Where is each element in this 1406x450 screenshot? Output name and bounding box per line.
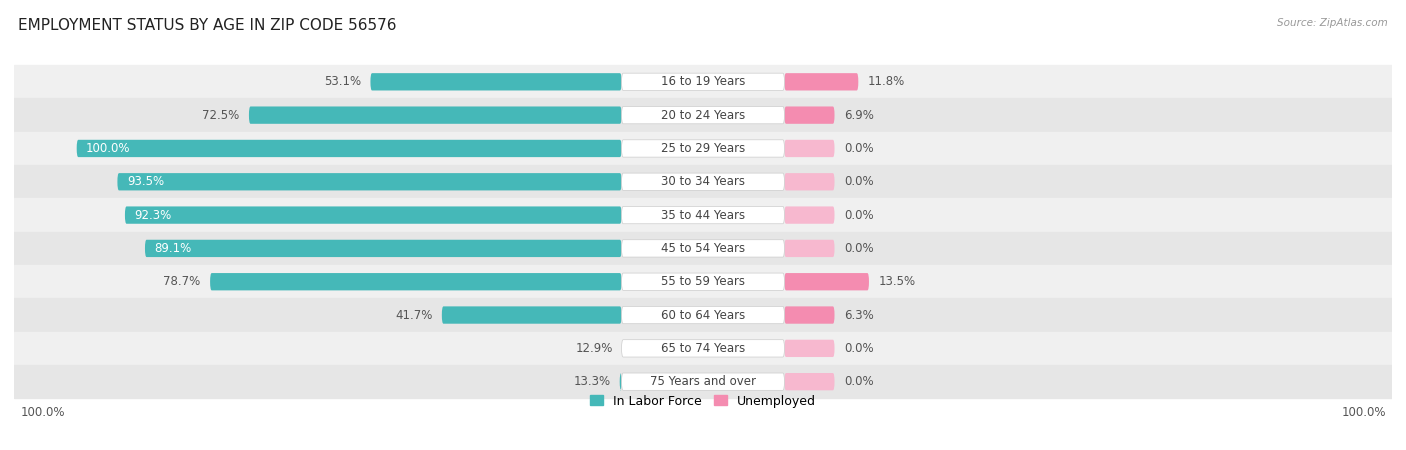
Text: 20 to 24 Years: 20 to 24 Years	[661, 108, 745, 122]
FancyBboxPatch shape	[621, 140, 785, 157]
Text: 0.0%: 0.0%	[844, 375, 873, 388]
Text: 0.0%: 0.0%	[844, 142, 873, 155]
Text: 30 to 34 Years: 30 to 34 Years	[661, 175, 745, 188]
FancyBboxPatch shape	[621, 207, 785, 224]
Text: 89.1%: 89.1%	[155, 242, 191, 255]
FancyBboxPatch shape	[785, 173, 835, 190]
Bar	[14, 198, 1392, 232]
Legend: In Labor Force, Unemployed: In Labor Force, Unemployed	[585, 390, 821, 413]
Text: 11.8%: 11.8%	[868, 75, 905, 88]
FancyBboxPatch shape	[621, 240, 785, 257]
FancyBboxPatch shape	[77, 140, 621, 157]
FancyBboxPatch shape	[785, 240, 835, 257]
Text: Source: ZipAtlas.com: Source: ZipAtlas.com	[1277, 18, 1388, 28]
FancyBboxPatch shape	[785, 306, 835, 324]
FancyBboxPatch shape	[621, 107, 785, 124]
Text: 0.0%: 0.0%	[844, 242, 873, 255]
FancyBboxPatch shape	[785, 140, 835, 157]
Text: 60 to 64 Years: 60 to 64 Years	[661, 309, 745, 322]
FancyBboxPatch shape	[785, 207, 835, 224]
Text: 0.0%: 0.0%	[844, 342, 873, 355]
Text: 93.5%: 93.5%	[127, 175, 165, 188]
Text: 72.5%: 72.5%	[202, 108, 239, 122]
Text: 12.9%: 12.9%	[575, 342, 613, 355]
FancyBboxPatch shape	[785, 107, 835, 124]
Text: 13.3%: 13.3%	[574, 375, 610, 388]
Text: 100.0%: 100.0%	[86, 142, 131, 155]
Text: EMPLOYMENT STATUS BY AGE IN ZIP CODE 56576: EMPLOYMENT STATUS BY AGE IN ZIP CODE 565…	[18, 18, 396, 33]
Text: 55 to 59 Years: 55 to 59 Years	[661, 275, 745, 288]
Text: 13.5%: 13.5%	[879, 275, 915, 288]
Text: 6.9%: 6.9%	[844, 108, 873, 122]
Bar	[14, 65, 1392, 99]
FancyBboxPatch shape	[117, 173, 621, 190]
Text: 6.3%: 6.3%	[844, 309, 873, 322]
Bar	[14, 132, 1392, 165]
Text: 0.0%: 0.0%	[844, 175, 873, 188]
Text: 92.3%: 92.3%	[135, 209, 172, 221]
Bar	[14, 99, 1392, 132]
Text: 45 to 54 Years: 45 to 54 Years	[661, 242, 745, 255]
FancyBboxPatch shape	[621, 173, 785, 190]
Text: 78.7%: 78.7%	[163, 275, 201, 288]
FancyBboxPatch shape	[209, 273, 621, 290]
Text: 53.1%: 53.1%	[323, 75, 361, 88]
Text: 35 to 44 Years: 35 to 44 Years	[661, 209, 745, 221]
FancyBboxPatch shape	[441, 306, 621, 324]
Bar	[14, 265, 1392, 298]
FancyBboxPatch shape	[785, 73, 858, 90]
FancyBboxPatch shape	[621, 273, 785, 290]
FancyBboxPatch shape	[370, 73, 621, 90]
FancyBboxPatch shape	[785, 373, 835, 390]
FancyBboxPatch shape	[785, 340, 835, 357]
FancyBboxPatch shape	[125, 207, 621, 224]
Bar	[14, 165, 1392, 198]
FancyBboxPatch shape	[621, 73, 785, 90]
FancyBboxPatch shape	[620, 373, 621, 390]
FancyBboxPatch shape	[621, 306, 785, 324]
FancyBboxPatch shape	[621, 340, 785, 357]
Bar	[14, 298, 1392, 332]
Bar	[14, 232, 1392, 265]
Text: 16 to 19 Years: 16 to 19 Years	[661, 75, 745, 88]
Text: 0.0%: 0.0%	[844, 209, 873, 221]
FancyBboxPatch shape	[785, 273, 869, 290]
Text: 100.0%: 100.0%	[20, 405, 65, 418]
Bar	[14, 365, 1392, 398]
Text: 100.0%: 100.0%	[1341, 405, 1386, 418]
FancyBboxPatch shape	[621, 373, 785, 390]
Text: 25 to 29 Years: 25 to 29 Years	[661, 142, 745, 155]
FancyBboxPatch shape	[249, 107, 621, 124]
Text: 75 Years and over: 75 Years and over	[650, 375, 756, 388]
Bar	[14, 332, 1392, 365]
FancyBboxPatch shape	[145, 240, 621, 257]
Text: 65 to 74 Years: 65 to 74 Years	[661, 342, 745, 355]
Text: 41.7%: 41.7%	[395, 309, 433, 322]
